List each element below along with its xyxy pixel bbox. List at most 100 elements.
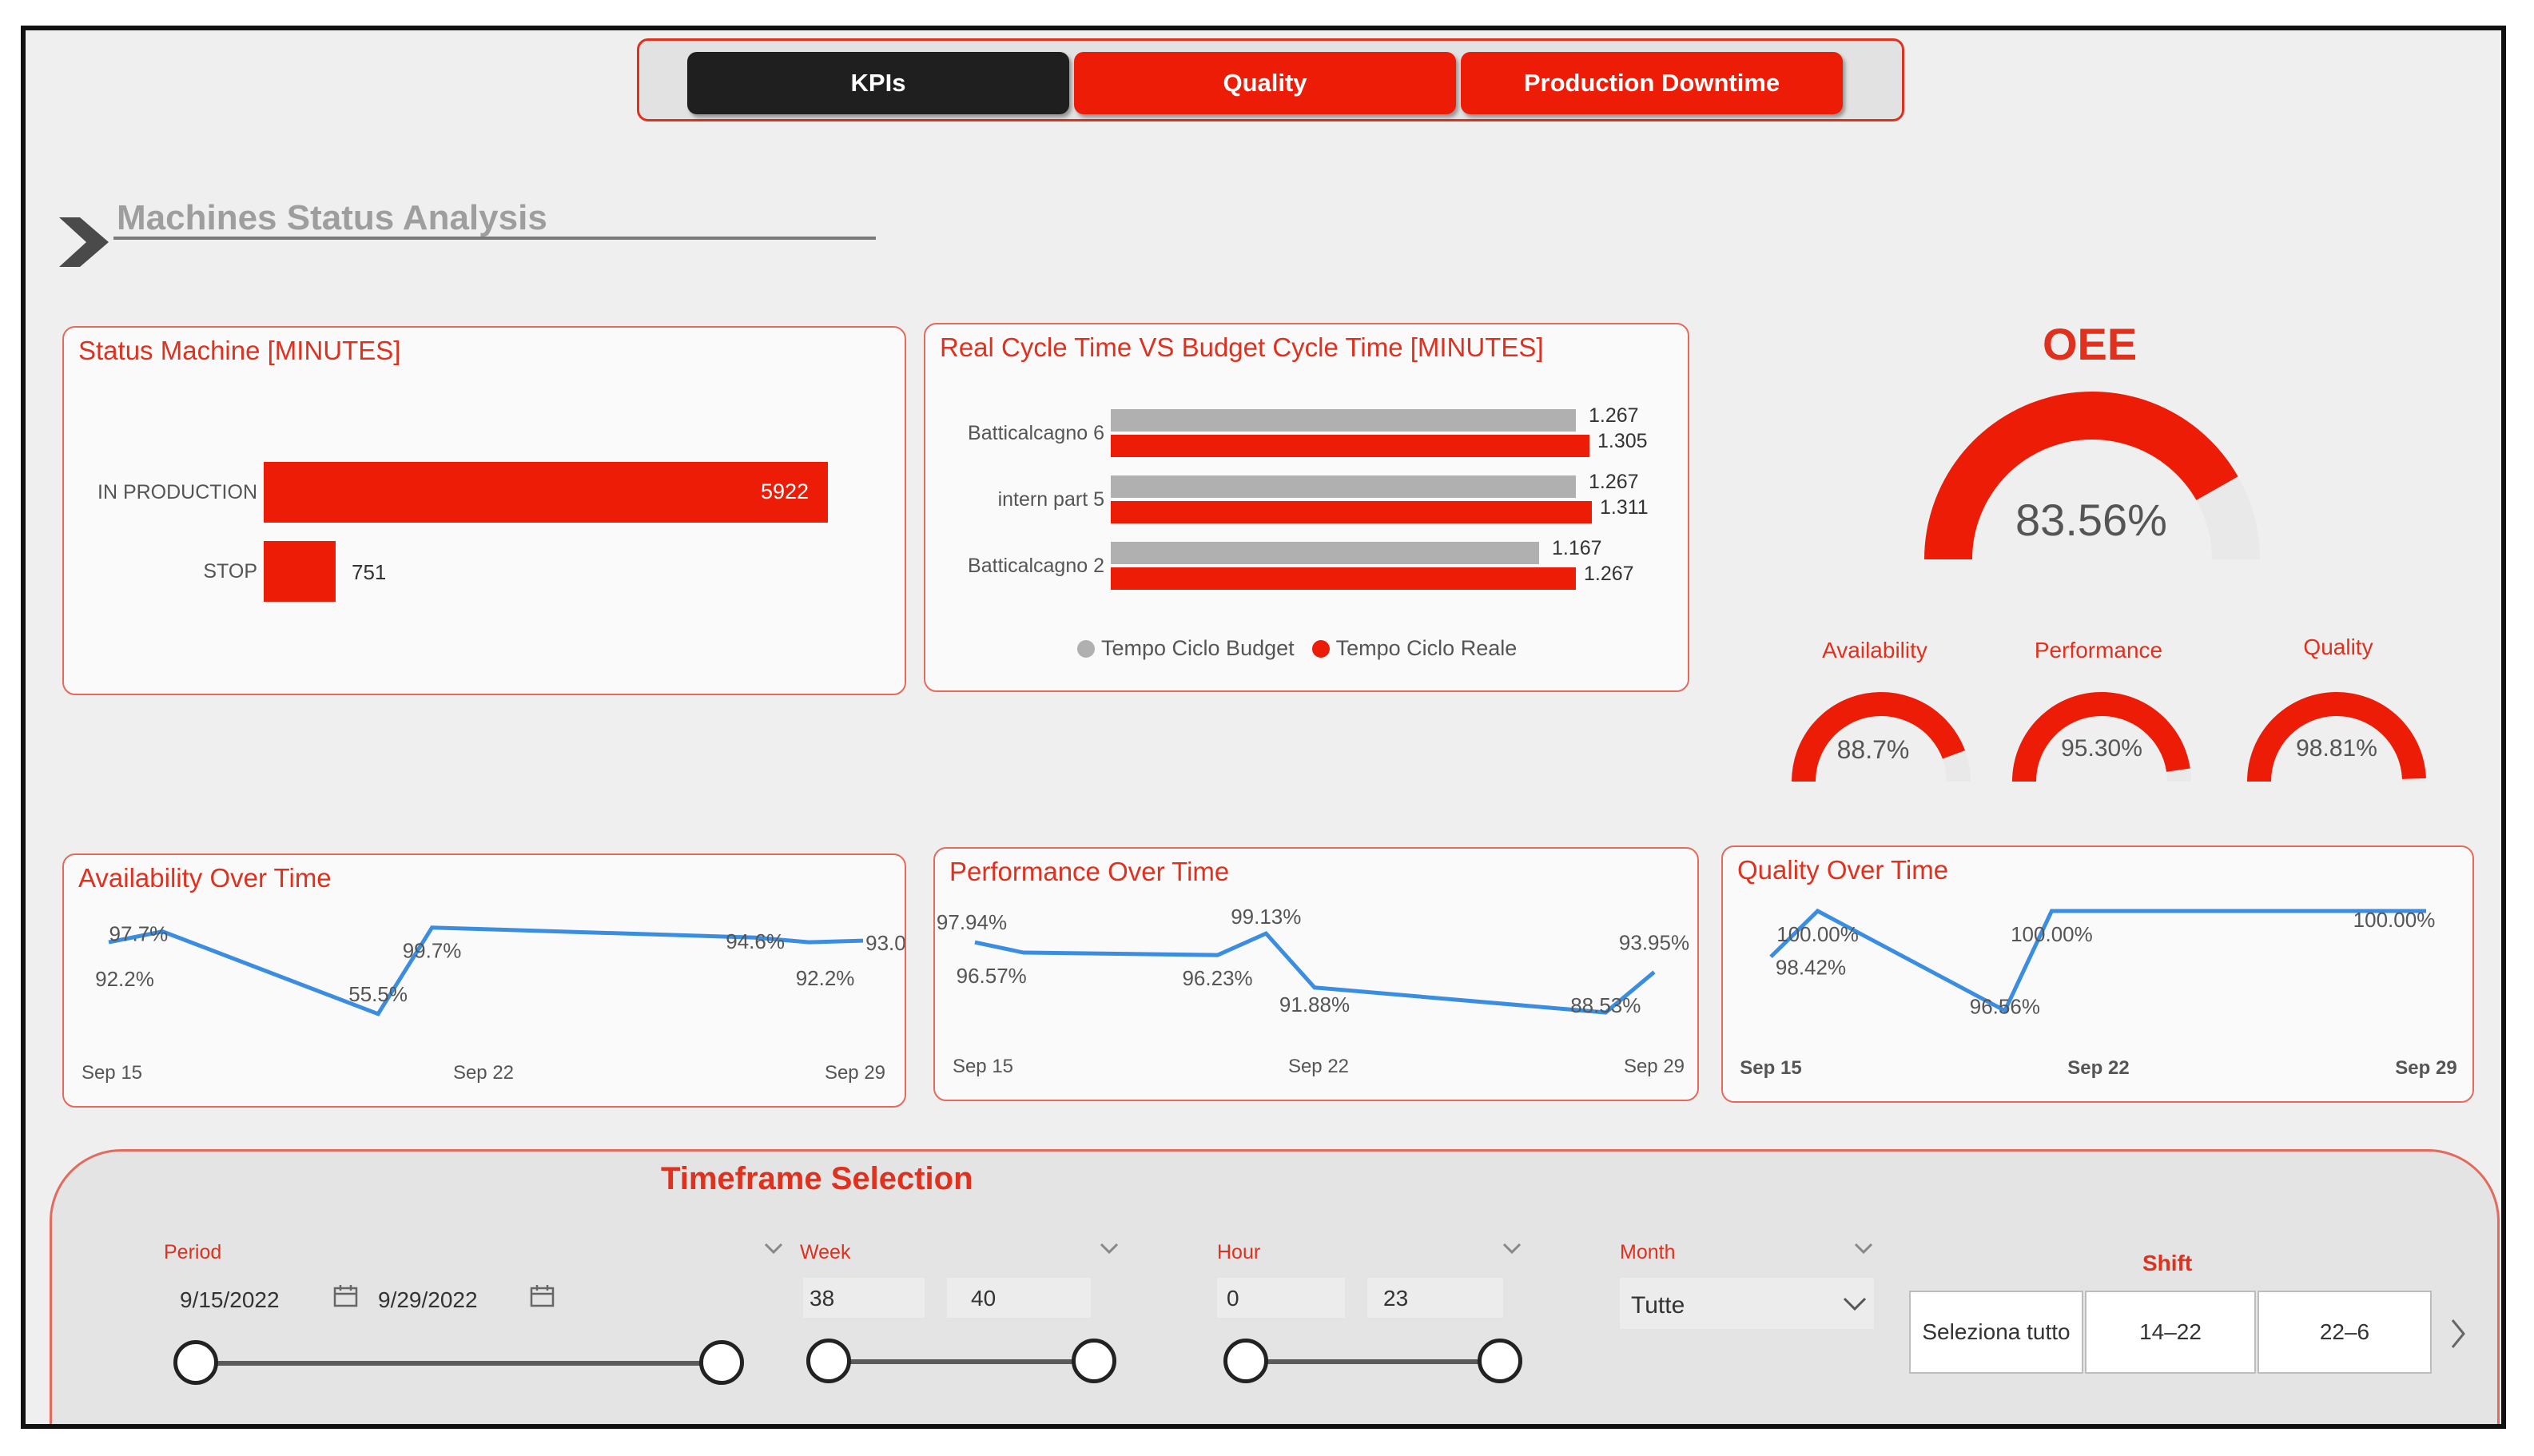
week-slider-track[interactable] <box>827 1359 1091 1364</box>
x-tick-label: Sep 22 <box>1288 1056 1349 1077</box>
performance-gauge[interactable] <box>2006 670 2198 790</box>
line-chart-plot[interactable]: 98.42% 100.00% 96.56% 100.00% 100.00% Sep 15 S… <box>1723 847 2472 1101</box>
series-line <box>1769 908 2426 1014</box>
status-bar-in-production[interactable] <box>264 462 828 523</box>
tab-production-downtime[interactable]: Production Downtime <box>1461 52 1843 114</box>
timeframe-title: Timeframe Selection <box>661 1161 973 1196</box>
chevron-down-icon[interactable] <box>1502 1241 1522 1255</box>
period-slider-end-handle[interactable] <box>699 1340 744 1385</box>
legend-dot-budget <box>1077 639 1095 658</box>
data-label: 100.00% <box>2011 922 2093 946</box>
cycle-value-label: 1.311 <box>1600 496 1649 519</box>
shift-22-6-button[interactable]: 22–6 <box>2258 1291 2432 1374</box>
cycle-time-title: Real Cycle Time VS Budget Cycle Time [MI… <box>940 332 1544 362</box>
month-select-value[interactable]: Tutte <box>1631 1292 1685 1319</box>
reale-bar[interactable] <box>1111 435 1589 457</box>
legend-budget-label: Tempo Ciclo Budget <box>1101 636 1295 660</box>
data-label: 92.2% <box>796 966 855 990</box>
tab-kpis[interactable]: KPIs <box>687 52 1069 114</box>
week-slider-max-handle[interactable] <box>1072 1339 1116 1383</box>
status-machine-card: Status Machine [MINUTES] IN PRODUCTION S… <box>62 326 906 695</box>
period-slider-start-handle[interactable] <box>173 1340 218 1385</box>
week-min-input[interactable]: 38 <box>810 1286 835 1311</box>
line-chart-plot[interactable]: 92.2% 97.7% 55.5% 99.7% 94.6% 92.2% 93.0% Sep 1… <box>64 855 905 1106</box>
data-label: 91.88% <box>1279 993 1350 1016</box>
quality-over-time-card: Quality Over Time 98.42% 100.00% 96.56% 100… <box>1721 845 2474 1103</box>
oee-value: 83.56% <box>2015 495 2167 545</box>
status-machine-title: Status Machine [MINUTES] <box>78 336 401 365</box>
data-label: 98.42% <box>1776 955 1846 979</box>
week-max-input[interactable]: 40 <box>971 1286 996 1311</box>
data-label: 99.7% <box>403 939 462 963</box>
hour-max-input[interactable]: 23 <box>1383 1286 1409 1311</box>
availability-gauge-title: Availability <box>1822 638 1927 662</box>
cycle-value-label: 1.267 <box>1589 404 1639 427</box>
reale-bar[interactable] <box>1111 567 1576 590</box>
oee-gauge-fill <box>1924 391 2238 559</box>
legend-dot-reale <box>1311 639 1330 658</box>
data-label: 96.23% <box>1182 966 1252 990</box>
chevron-down-icon[interactable] <box>1842 1295 1868 1313</box>
data-label: 99.13% <box>1231 905 1301 929</box>
reale-bar[interactable] <box>1111 501 1592 523</box>
availability-gauge-value: 88.7% <box>1836 735 1910 764</box>
hour-slider-track[interactable] <box>1246 1359 1502 1364</box>
data-label: 93.95% <box>1619 930 1689 954</box>
dashboard-frame: KPIs Quality Production Downtime Machine… <box>21 26 2506 1429</box>
period-end-input[interactable]: 9/29/2022 <box>378 1287 478 1312</box>
kpi-gauge-fill <box>2012 691 2190 782</box>
quality-gauge-title: Quality <box>2303 635 2373 659</box>
x-tick-label: Sep 22 <box>453 1062 514 1084</box>
quality-gauge[interactable] <box>2241 670 2433 790</box>
data-label: 88.53% <box>1570 993 1641 1017</box>
chevron-down-icon[interactable] <box>1099 1241 1120 1255</box>
line-chart-plot[interactable]: 97.94% 96.57% 96.23% 99.13% 91.88% 88.53% 93.9… <box>935 849 1697 1100</box>
timeframe-panel: Timeframe Selection Period 9/15/2022 9/2… <box>50 1149 2500 1424</box>
hour-max-box[interactable] <box>1367 1278 1503 1318</box>
period-slider-track[interactable] <box>196 1361 715 1366</box>
data-label: 100.00% <box>1776 922 1859 946</box>
shift-select-all-button[interactable]: Seleziona tutto <box>1909 1291 2083 1374</box>
budget-bar[interactable] <box>1111 409 1576 432</box>
budget-bar[interactable] <box>1111 542 1539 564</box>
oee-gauge[interactable] <box>1924 379 2260 587</box>
shift-14-22-button[interactable]: 14–22 <box>2085 1291 2256 1374</box>
cycle-value-label: 1.305 <box>1597 430 1648 452</box>
availability-over-time-title: Availability Over Time <box>78 863 332 893</box>
tab-quality[interactable]: Quality <box>1074 52 1456 114</box>
hour-min-box[interactable] <box>1217 1278 1345 1318</box>
x-tick-label: Sep 29 <box>825 1062 885 1084</box>
cycle-legend: Tempo Ciclo Budget Tempo Ciclo Reale <box>1077 636 1517 661</box>
budget-bar[interactable] <box>1111 475 1576 498</box>
hour-slider-min-handle[interactable] <box>1223 1339 1268 1383</box>
data-label: 96.56% <box>1970 995 2040 1019</box>
chevron-down-icon[interactable] <box>763 1241 784 1255</box>
availability-over-time-card: Availability Over Time 92.2% 97.7% 55.5% 99… <box>62 853 906 1108</box>
week-slider-min-handle[interactable] <box>806 1339 851 1383</box>
x-tick-label: Sep 15 <box>82 1062 142 1084</box>
chevron-down-icon[interactable] <box>1853 1241 1874 1255</box>
cycle-time-card: Real Cycle Time VS Budget Cycle Time [MI… <box>924 323 1689 692</box>
section-underline <box>113 237 876 240</box>
kpi-gauge-fill <box>2247 691 2426 782</box>
x-tick-label: Sep 22 <box>2067 1057 2129 1079</box>
data-label: 97.7% <box>109 922 169 946</box>
x-tick-label: Sep 15 <box>953 1056 1013 1077</box>
calendar-icon[interactable] <box>530 1284 555 1308</box>
hour-label: Hour <box>1217 1241 1261 1263</box>
performance-over-time-card: Performance Over Time 97.94% 96.57% 96.23%… <box>933 847 1699 1101</box>
month-select[interactable] <box>1620 1278 1874 1329</box>
week-min-box[interactable] <box>803 1278 925 1318</box>
week-max-box[interactable] <box>947 1278 1091 1318</box>
status-bar-stop[interactable] <box>264 541 336 602</box>
availability-gauge[interactable] <box>1785 670 1977 790</box>
chevron-right-icon[interactable] <box>2449 1318 2467 1350</box>
hour-min-input[interactable]: 0 <box>1227 1286 1239 1311</box>
quality-over-time-title: Quality Over Time <box>1737 855 1949 885</box>
calendar-icon[interactable] <box>333 1284 359 1308</box>
cycle-category-label: Batticalcagno 2 <box>968 555 1104 577</box>
x-tick-label: Sep 15 <box>1740 1057 1801 1079</box>
hour-slider-max-handle[interactable] <box>1478 1339 1522 1383</box>
period-start-input[interactable]: 9/15/2022 <box>180 1287 280 1312</box>
data-label: 94.6% <box>726 929 785 953</box>
